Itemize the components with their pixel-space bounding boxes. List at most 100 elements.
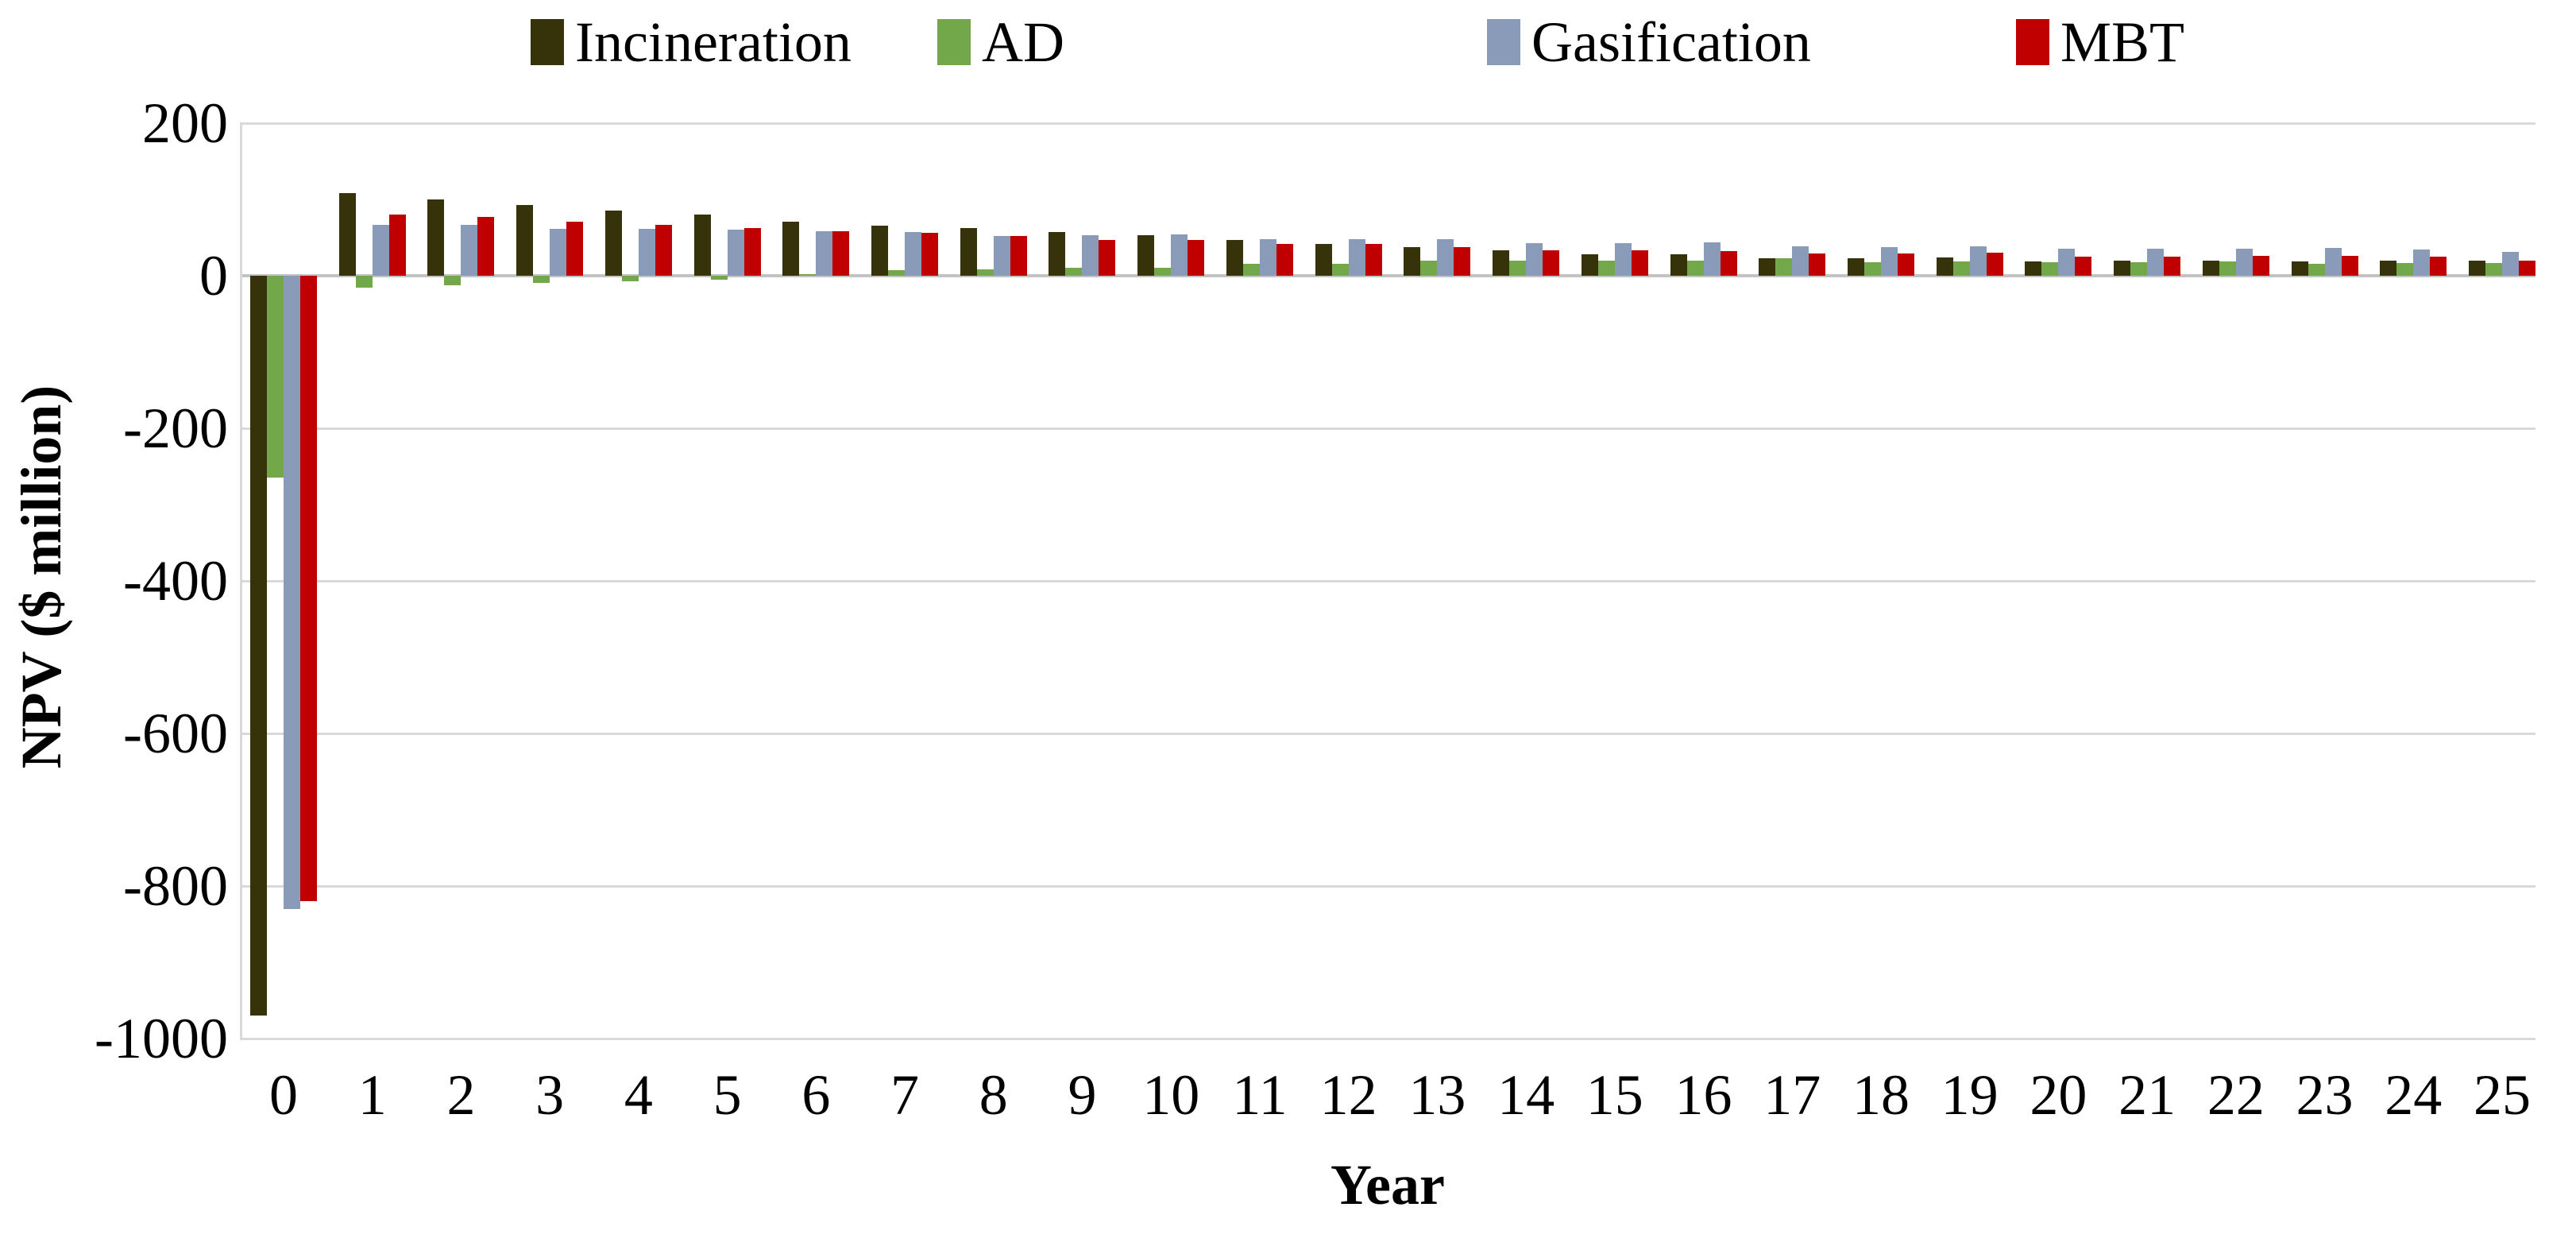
- bar-gasification-year-13: [1437, 238, 1454, 276]
- x-tick-label: 19: [1941, 1063, 1999, 1127]
- gridline: [240, 1038, 2535, 1040]
- bar-incineration-year-19: [1936, 257, 1953, 276]
- bar-ad-year-20: [2041, 261, 2059, 276]
- x-tick-label: 5: [713, 1063, 742, 1127]
- legend-label: MBT: [2060, 10, 2185, 74]
- bar-ad-year-17: [1775, 257, 1793, 276]
- bar-incineration-year-14: [1493, 250, 1510, 276]
- bar-mbt-year-14: [1543, 250, 1560, 276]
- bar-gasification-year-23: [2324, 248, 2342, 276]
- bar-incineration-year-3: [516, 204, 534, 276]
- bar-ad-year-1: [355, 276, 373, 288]
- legend: Incineration AD Gasification MBT: [0, 6, 2576, 86]
- bar-incineration-year-24: [2380, 260, 2397, 276]
- x-tick-label: 13: [1408, 1063, 1466, 1127]
- bar-incineration-year-5: [693, 215, 711, 276]
- x-tick-label: 4: [624, 1063, 653, 1127]
- bar-incineration-year-23: [2291, 261, 2308, 276]
- bar-mbt-year-7: [921, 233, 939, 276]
- bar-ad-year-25: [2485, 262, 2502, 276]
- bar-incineration-year-11: [1226, 239, 1243, 276]
- bar-mbt-year-19: [1986, 253, 2003, 276]
- x-axis-title: Year: [1330, 1153, 1445, 1217]
- x-tick-label: 24: [2385, 1063, 2443, 1127]
- x-tick-label: 22: [2207, 1063, 2265, 1127]
- bar-ad-year-2: [444, 276, 462, 285]
- bar-gasification-year-22: [2235, 249, 2253, 276]
- x-tick-label: 7: [890, 1063, 920, 1127]
- bar-gasification-year-19: [1969, 246, 1987, 276]
- x-tick-label: 20: [2030, 1063, 2087, 1127]
- bar-ad-year-16: [1686, 260, 1704, 276]
- bar-gasification-year-10: [1171, 234, 1188, 276]
- bar-ad-year-4: [621, 276, 639, 281]
- bar-ad-year-23: [2308, 263, 2325, 276]
- gridline: [240, 122, 2535, 125]
- x-tick-label: 3: [535, 1063, 565, 1127]
- bar-mbt-year-21: [2164, 257, 2181, 276]
- bar-gasification-year-17: [1792, 246, 1809, 276]
- bar-mbt-year-4: [655, 224, 672, 276]
- bar-gasification-year-12: [1348, 238, 1365, 276]
- x-tick-label: 15: [1585, 1063, 1643, 1127]
- x-tick-label: 17: [1763, 1063, 1821, 1127]
- bar-incineration-year-10: [1137, 235, 1155, 276]
- bar-mbt-year-13: [1454, 246, 1471, 276]
- bar-ad-year-8: [976, 269, 994, 276]
- y-tick-label: -200: [123, 397, 228, 460]
- bar-ad-year-3: [533, 276, 550, 283]
- bar-incineration-year-0: [250, 276, 267, 1016]
- bar-ad-year-15: [1597, 260, 1615, 276]
- x-tick-label: 10: [1142, 1063, 1200, 1127]
- bar-incineration-year-9: [1049, 232, 1066, 276]
- bar-ad-year-9: [1065, 268, 1083, 276]
- x-tick-label: 25: [2474, 1063, 2531, 1127]
- legend-item-mbt: MBT: [2016, 6, 2184, 78]
- gridline: [240, 733, 2535, 735]
- bar-gasification-year-3: [550, 229, 567, 276]
- bar-mbt-year-22: [2252, 256, 2269, 276]
- bar-ad-year-13: [1420, 260, 1438, 276]
- bar-ad-year-18: [1863, 261, 1881, 276]
- bar-gasification-year-11: [1259, 238, 1276, 276]
- x-tick-label: 12: [1319, 1063, 1377, 1127]
- x-tick-label: 14: [1497, 1063, 1555, 1127]
- bar-gasification-year-5: [727, 230, 744, 276]
- bar-incineration-year-25: [2469, 260, 2485, 276]
- bar-ad-year-14: [1509, 260, 1527, 276]
- bar-mbt-year-6: [832, 231, 850, 276]
- legend-swatch-icon: [937, 19, 971, 65]
- x-tick-label: 11: [1232, 1063, 1288, 1127]
- bar-mbt-year-20: [2075, 257, 2092, 276]
- bar-mbt-year-11: [1276, 243, 1293, 276]
- bar-incineration-year-17: [1759, 257, 1776, 276]
- bar-gasification-year-4: [638, 229, 655, 276]
- bar-ad-year-21: [2130, 261, 2148, 276]
- legend-label: Incineration: [575, 10, 852, 74]
- bar-mbt-year-0: [300, 276, 317, 902]
- bar-incineration-year-13: [1404, 246, 1421, 276]
- legend-item-ad: AD: [937, 6, 1064, 78]
- bar-gasification-year-20: [2058, 249, 2076, 276]
- legend-label: Gasification: [1531, 10, 1811, 74]
- bar-gasification-year-2: [461, 224, 478, 276]
- y-tick-label: -800: [123, 854, 228, 918]
- bar-gasification-year-6: [816, 231, 833, 276]
- gridline: [240, 885, 2535, 888]
- bar-ad-year-6: [799, 274, 817, 276]
- bar-incineration-year-21: [2114, 260, 2131, 276]
- bar-mbt-year-10: [1188, 239, 1205, 276]
- bar-incineration-year-12: [1315, 243, 1332, 276]
- bar-mbt-year-9: [1099, 239, 1116, 276]
- bar-incineration-year-6: [782, 221, 800, 276]
- y-tick-label: -1000: [95, 1007, 228, 1070]
- bar-ad-year-19: [1952, 261, 1970, 276]
- x-tick-label: 16: [1674, 1063, 1732, 1127]
- bar-mbt-year-23: [2341, 256, 2358, 276]
- legend-swatch-icon: [531, 19, 564, 65]
- bar-gasification-year-7: [905, 232, 922, 276]
- legend-label: AD: [982, 10, 1064, 74]
- bar-ad-year-22: [2219, 261, 2236, 276]
- x-tick-label: 1: [357, 1063, 387, 1127]
